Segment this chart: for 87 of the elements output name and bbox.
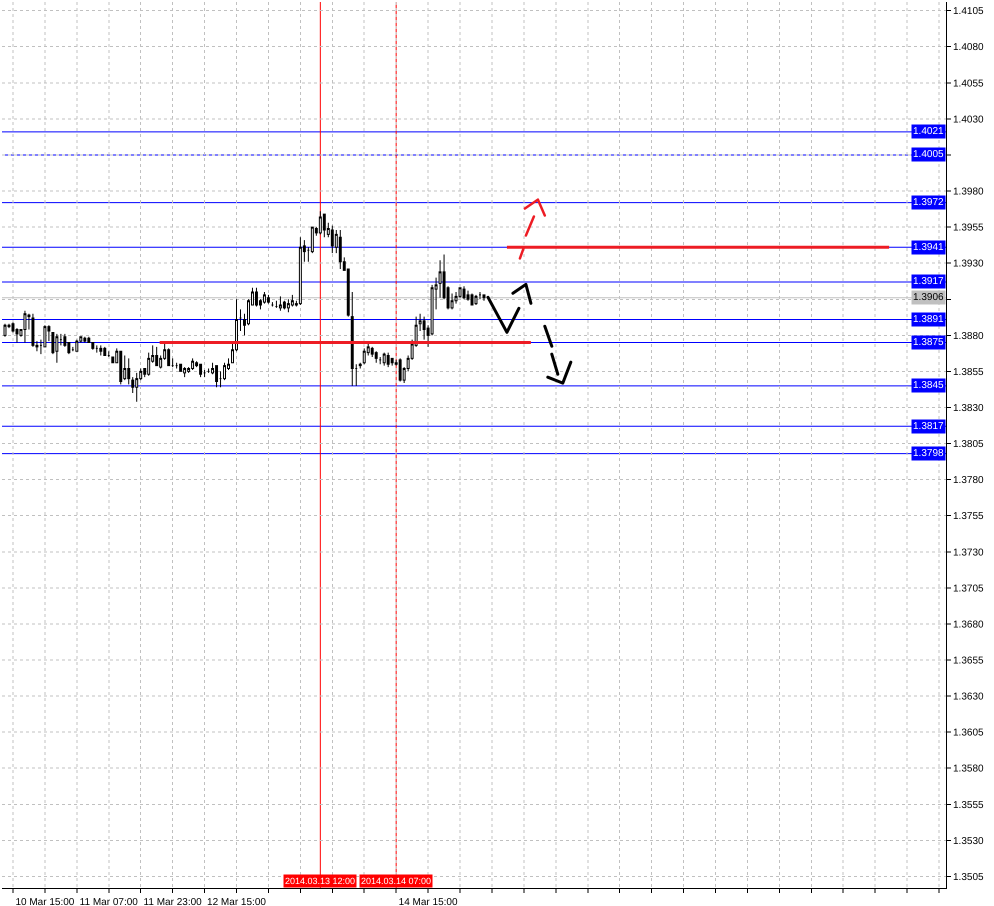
candlestick [398,358,402,382]
candlestick [274,300,278,308]
candlestick [155,346,158,366]
candlestick [466,290,470,302]
y-tick-label: 1.3880 [953,330,984,342]
ref-line-label: 1.3875 [913,337,944,348]
candlestick [330,225,334,254]
candlestick [127,358,130,385]
candlestick [75,339,78,352]
y-tick-label: 1.4030 [953,114,984,126]
candlestick [282,300,286,310]
y-tick-label: 1.3655 [953,656,984,667]
candlestick [338,229,342,270]
ref-line-label: 1.3798 [913,448,944,459]
y-tick-label: 1.3980 [953,186,984,198]
candlestick [23,310,26,344]
candlestick [270,302,274,307]
candlestick [386,352,390,368]
candlestick [83,336,86,344]
x-tick-label: 12 Mar 15:00 [207,897,266,906]
candlestick [382,352,386,366]
ref-line-label: 1.3906 [913,292,944,303]
y-tick-label: 1.3930 [953,258,984,270]
candlestick [103,346,106,356]
y-tick-label: 1.3855 [953,366,984,378]
y-tick-label: 1.3630 [953,692,984,703]
candlestick [199,364,202,378]
ref-line-label: 2014.03.14 07:00 [361,876,432,886]
y-tick-label: 1.4080 [953,42,984,54]
candlestick [266,294,270,304]
candlestick [474,294,478,306]
y-tick-label: 1.3730 [953,547,984,558]
candlestick [183,366,186,378]
candlestick [482,294,486,302]
x-tick-label: 10 Mar 15:00 [15,897,75,906]
y-tick-label: 1.3555 [953,800,984,811]
candlestick [167,348,170,366]
x-tick-label: 11 Mar 07:00 [80,897,138,906]
candlestick [107,350,110,358]
candlestick [191,358,194,370]
y-tick-label: 1.3680 [953,619,984,630]
candlestick [354,364,358,386]
candlestick [378,356,382,365]
y-tick-label: 1.4055 [953,78,984,90]
y-tick-label: 1.3955 [953,222,984,234]
x-tick-label: 11 Mar 23:00 [144,897,202,906]
candlestick [318,210,322,235]
candlestick [175,362,178,370]
candlestick [95,344,98,354]
ref-line-label: 1.3972 [913,197,944,208]
ref-line-label: 1.3845 [913,380,944,391]
candlestick [470,292,474,306]
candlestick [215,365,218,388]
ref-line-label: 1.3941 [913,242,944,253]
candlestick [286,298,290,313]
candlestick [254,287,258,307]
ref-line-label: 1.4021 [913,126,944,137]
y-tick-label: 1.3805 [953,439,984,450]
y-tick-label: 1.3830 [953,402,984,414]
y-tick-label: 1.3705 [953,583,984,594]
candlestick [374,350,378,364]
y-tick-label: 1.3755 [953,511,984,522]
candlestick [31,313,34,348]
candlestick [239,308,242,332]
candlestick [99,344,102,356]
candlestick [278,296,282,312]
candlestick [462,286,466,300]
ref-line-label: 1.4005 [913,149,944,160]
candlestick [135,372,138,402]
y-tick-label: 1.3530 [953,836,984,847]
candlestick [350,292,354,386]
y-tick-label: 1.3605 [953,728,984,739]
ref-line-label: 1.3891 [913,314,944,325]
x-tick-label: 14 Mar 15:00 [398,897,458,906]
ref-line-label: 1.3817 [913,421,944,432]
ref-line-label: 2014.03.13 12:00 [285,876,356,886]
candlestick [298,236,302,306]
y-tick-label: 1.3780 [953,475,984,486]
candlestick [322,214,326,238]
candlestick [55,333,58,364]
y-tick-label: 1.4105 [953,6,984,18]
candlestick [478,292,482,300]
y-tick-label: 1.3505 [953,872,984,883]
candlestick [358,362,362,370]
ref-line-label: 1.3917 [913,276,944,287]
y-tick-label: 1.3580 [953,764,984,775]
candlestick [4,323,6,338]
